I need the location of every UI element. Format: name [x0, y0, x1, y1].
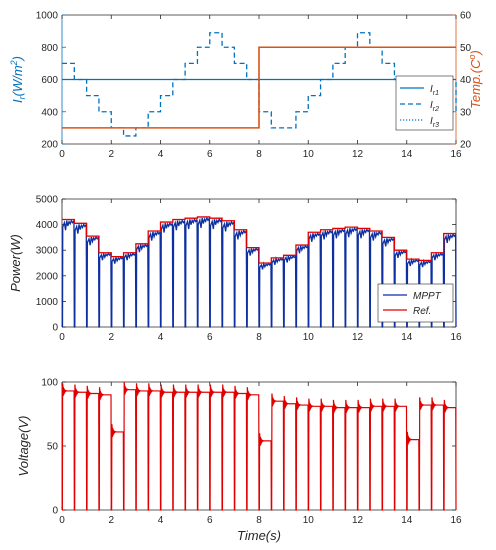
x-tick-label: 16 — [450, 149, 462, 160]
legend-label-sub: r2 — [433, 106, 439, 113]
legend-box — [395, 75, 454, 131]
axes-2: 0 2 4 6 8 10 12 14 16 0 1000 2000 3000 4000 5000 Power(… — [8, 195, 462, 344]
series-mppt — [61, 216, 457, 328]
y2-tick-label: 30 — [460, 107, 472, 118]
x-tick-label: 4 — [158, 515, 164, 526]
x-tick-label: 14 — [401, 515, 413, 526]
legend-label-2: Ir2 — [430, 100, 439, 113]
x-tick-label: 6 — [207, 332, 213, 343]
y-tick-label: 0 — [52, 323, 58, 334]
series-voltage — [61, 381, 457, 511]
x-tick-label: 0 — [59, 332, 65, 343]
x-tick-label: 8 — [256, 332, 262, 343]
y-tick-label: 200 — [41, 140, 58, 151]
y-tick-label: 5000 — [36, 195, 59, 206]
y-tick-label: 1000 — [36, 297, 59, 308]
y-tick-label: 50 — [47, 442, 59, 453]
y-tick-label: 1000 — [36, 11, 59, 22]
x-tick-label: 0 — [59, 515, 65, 526]
axes-1: 0 2 4 6 8 10 12 14 16 200 400 600 800 1000 20 30 40 50 60 I… — [9, 11, 483, 161]
y-tick-label: 100 — [41, 378, 58, 389]
legend-label-main: I — [430, 116, 433, 127]
series-ref — [62, 216, 456, 264]
x-tick-label: 14 — [401, 149, 413, 160]
y-axis-label: Voltage(V) — [16, 416, 31, 477]
legend-label-1: Ir1 — [430, 84, 439, 97]
x-tick-label: 16 — [450, 332, 462, 343]
x-tick-label: 0 — [59, 149, 65, 160]
x-tick-label: 12 — [352, 332, 364, 343]
legend-label-main: I — [430, 84, 433, 95]
y-axis-label: Ir(W/m2) — [9, 56, 27, 103]
x-tick-label: 16 — [450, 515, 462, 526]
x-tick-label: 10 — [303, 332, 315, 343]
x-tick-label: 6 — [207, 515, 213, 526]
legend-label-2: Ref. — [413, 306, 431, 317]
y2-tick-label: 50 — [460, 43, 472, 54]
legend: MPPT Ref. — [377, 283, 454, 323]
x-tick-label: 8 — [256, 515, 262, 526]
legend-label-sub: r1 — [433, 90, 439, 97]
y-tick-label: 0 — [52, 506, 58, 517]
y-tick-label: 2000 — [36, 271, 59, 282]
y2-label-main: Temp.(C — [468, 59, 483, 109]
y-axis-label: Power(W) — [8, 234, 23, 292]
y-label-tail: ) — [10, 56, 25, 62]
y2-label-tail: ) — [468, 50, 483, 56]
x-tick-label: 4 — [158, 149, 164, 160]
y2-axis-label: Temp.(Co) — [467, 50, 483, 109]
x-tick-label: 8 — [256, 149, 262, 160]
x-tick-label: 2 — [108, 515, 114, 526]
y-label-sub: r — [17, 95, 27, 99]
series-line-3 — [62, 46, 456, 129]
y-label-sup: 2 — [9, 60, 19, 66]
y-label-unit: (W/m — [10, 65, 25, 96]
x-tick-label: 2 — [108, 332, 114, 343]
legend-label-1: MPPT — [413, 291, 442, 302]
y2-label-sup: o — [467, 54, 477, 59]
x-tick-label: 12 — [352, 149, 364, 160]
x-tick-label: 12 — [352, 515, 364, 526]
x-tick-label: 2 — [108, 149, 114, 160]
x-tick-label: 10 — [303, 149, 315, 160]
x-tick-label: 14 — [401, 332, 413, 343]
axes-3: 0 2 4 6 8 10 12 14 16 0 50 100 Voltage(V) Time(s) — [16, 378, 462, 544]
y-label-main: I — [10, 99, 25, 103]
y-tick-label: 4000 — [36, 220, 59, 231]
y2-tick-label: 40 — [460, 75, 472, 86]
legend-label-3: Ir3 — [430, 116, 439, 129]
y-tick-label: 400 — [41, 107, 58, 118]
y2-tick-label: 20 — [460, 140, 472, 151]
y2-tick-label: 60 — [460, 11, 472, 22]
legend-label-sub: r3 — [433, 122, 439, 129]
legend-label-main: I — [430, 100, 433, 111]
x-tick-label: 6 — [207, 149, 213, 160]
x-tick-label: 10 — [303, 515, 315, 526]
x-tick-label: 4 — [158, 332, 164, 343]
x-axis-label: Time(s) — [237, 528, 281, 543]
y-tick-label: 3000 — [36, 246, 59, 257]
y-tick-label: 800 — [41, 43, 58, 54]
y-tick-label: 600 — [41, 75, 58, 86]
legend-box — [377, 283, 454, 323]
